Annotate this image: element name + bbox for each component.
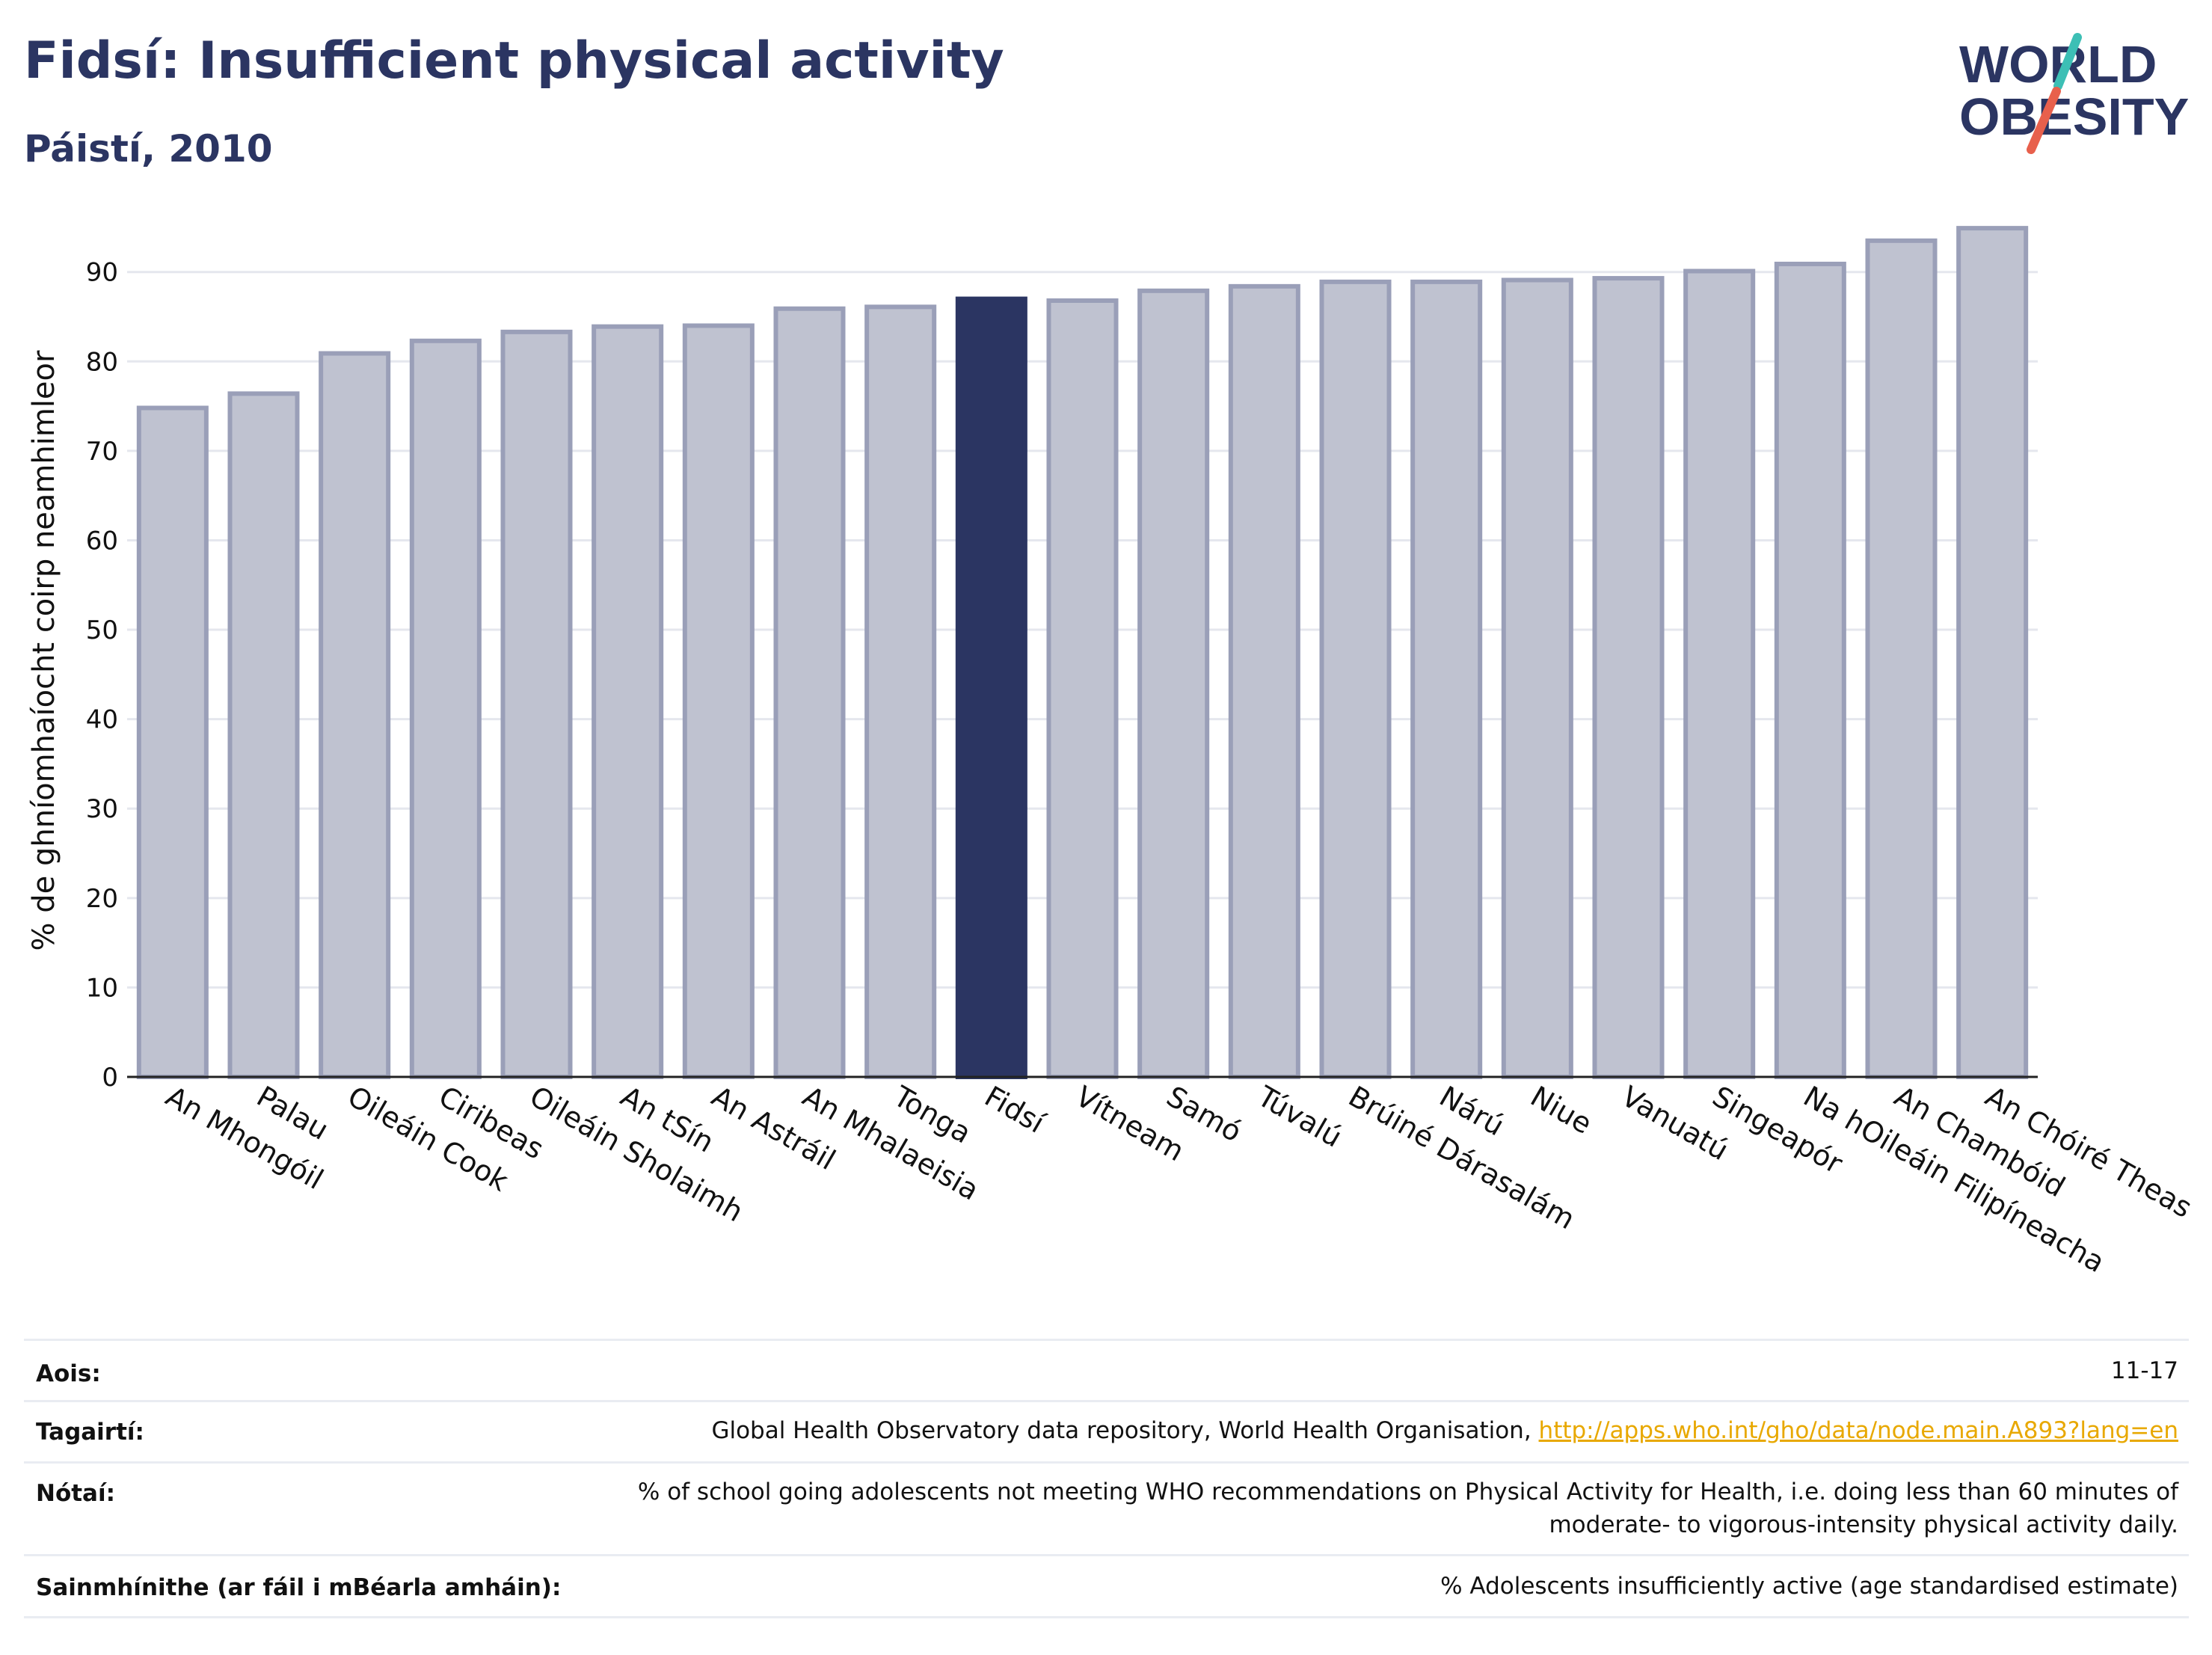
refs-text: Global Health Observatory data repositor… [711, 1417, 1539, 1444]
meta-row-notes: Nótaí: % of school going adolescents not… [24, 1461, 2189, 1555]
bar [409, 338, 482, 1079]
meta-row-age: Aois: 11-17 [24, 1339, 2189, 1401]
y-tick-label: 50 [86, 615, 118, 645]
refs-link[interactable]: http://apps.who.int/gho/data/node.main.A… [1538, 1417, 2178, 1444]
logo-line2: OBESITY [1959, 87, 2189, 146]
bar-highlight [955, 296, 1027, 1079]
notes-line2: moderate- to vigorous-intensity physical… [1549, 1511, 2178, 1538]
bar [1228, 283, 1300, 1080]
chart-title: Fidsí: Insufficient physical activity [24, 31, 1004, 90]
bar [136, 405, 209, 1079]
bar [1956, 226, 2029, 1079]
bar [319, 351, 391, 1079]
logo-slash-red [2027, 87, 2061, 154]
y-tick-label: 70 [86, 437, 118, 467]
y-tick-label: 30 [86, 794, 118, 824]
bar [592, 324, 664, 1079]
bar [773, 306, 846, 1079]
bar [1046, 298, 1119, 1079]
chart-subtitle: Páistí, 2010 [24, 127, 273, 171]
bar [1501, 277, 1573, 1079]
notes-value: % of school going adolescents not meetin… [638, 1476, 2178, 1541]
y-axis-label: % de ghníomhaíocht coirp neamhimleor [27, 350, 61, 951]
notes-label: Nótaí: [36, 1480, 116, 1507]
bar [1865, 238, 1938, 1079]
y-tick-label: 40 [86, 705, 118, 735]
y-ticks: 0 10 20 30 40 50 60 70 80 90 [86, 258, 118, 1093]
bars [136, 226, 2029, 1080]
y-tick-label: 80 [86, 347, 118, 377]
defs-value: % Adolescents insufficiently active (age… [1440, 1573, 2178, 1600]
bar [1592, 276, 1665, 1079]
bar [500, 329, 573, 1080]
y-tick-label: 0 [102, 1063, 118, 1093]
logo-slash-teal [2053, 33, 2082, 90]
meta-row-refs: Tagairtí: Global Health Observatory data… [24, 1400, 2189, 1462]
notes-line1: % of school going adolescents not meetin… [637, 1479, 2178, 1505]
bar [1683, 268, 1756, 1079]
x-category-label: Niue [1525, 1080, 1597, 1140]
bar [1774, 261, 1846, 1079]
bar [227, 391, 300, 1079]
bar [1410, 279, 1483, 1079]
refs-value: Global Health Observatory data repositor… [711, 1414, 2178, 1447]
x-category-label: Fidsí [979, 1080, 1051, 1140]
bar [864, 304, 937, 1080]
refs-label: Tagairtí: [36, 1419, 144, 1446]
y-tick-label: 60 [86, 526, 118, 556]
metadata-table: Aois: 11-17 Tagairtí: Global Health Obse… [24, 1339, 2189, 1630]
y-tick-label: 20 [86, 884, 118, 914]
bar [682, 323, 755, 1079]
x-category-label: Túvalú [1251, 1079, 1347, 1154]
bar [1319, 279, 1392, 1079]
y-tick-label: 90 [86, 258, 118, 288]
world-obesity-logo: WORLD OBESITY [1959, 33, 2189, 154]
defs-label: Sainmhínithe (ar fáil i mBéarla amháin): [36, 1574, 562, 1601]
bar [1137, 288, 1210, 1080]
age-label: Aois: [36, 1360, 101, 1387]
age-value: 11-17 [2110, 1357, 2178, 1384]
meta-row-defs: Sainmhínithe (ar fáil i mBéarla amháin):… [24, 1554, 2189, 1618]
y-tick-label: 10 [86, 973, 118, 1003]
